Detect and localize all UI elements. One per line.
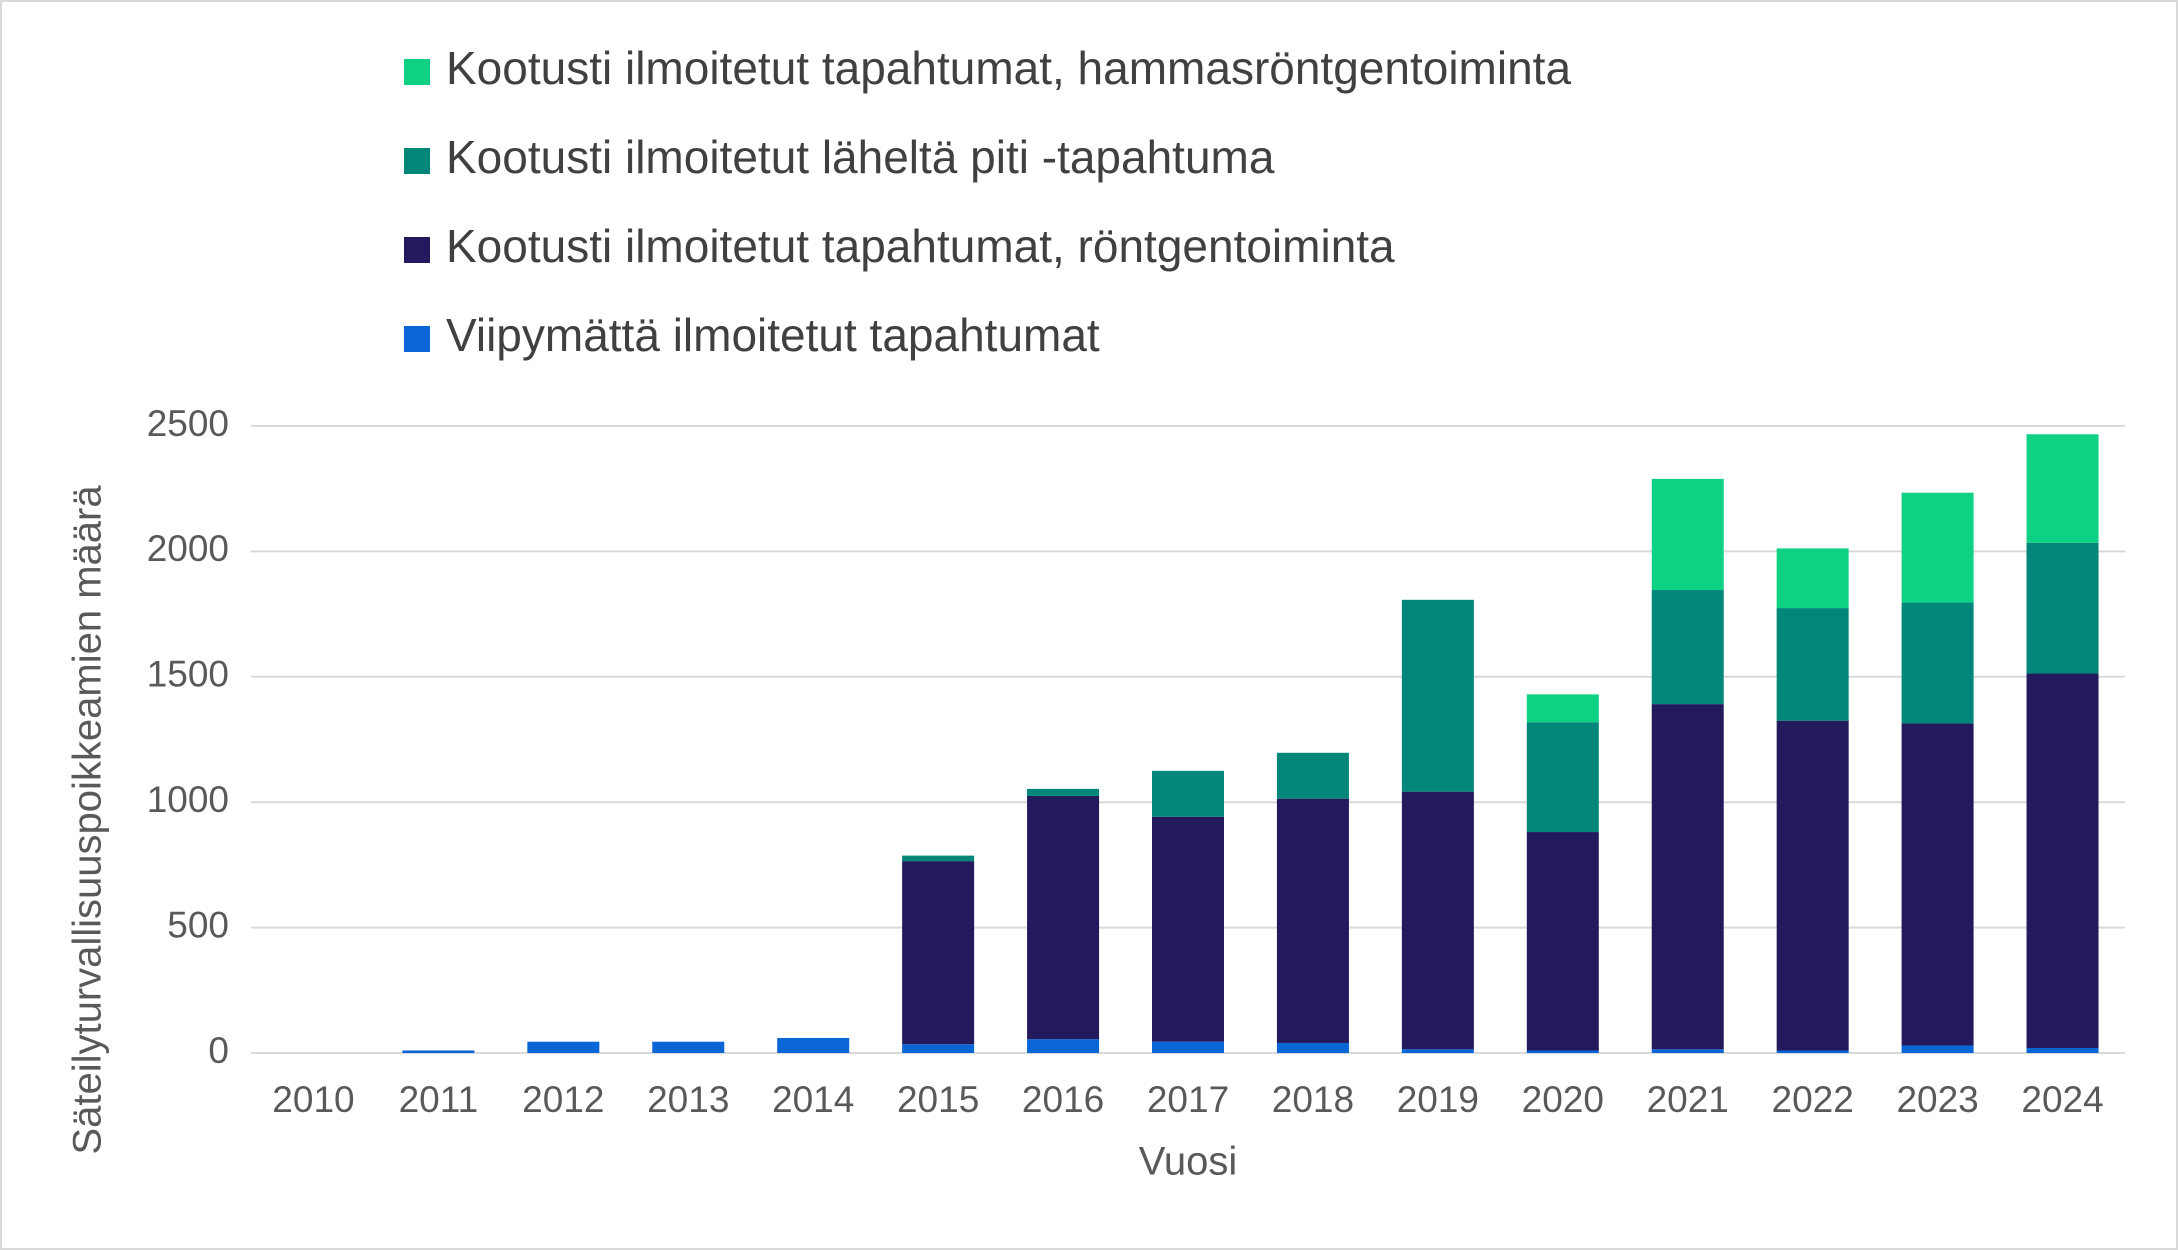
bar-segment (1401, 791, 1474, 1050)
bar-segment (527, 1041, 600, 1053)
bar-segment (1526, 722, 1599, 833)
x-tick-label: 2016 (1022, 1079, 1104, 1120)
bar-segment (1651, 478, 1724, 591)
legend-swatch (404, 59, 430, 85)
bar-segment (1526, 694, 1599, 723)
bar-segment (1027, 1039, 1100, 1053)
bar-segment (2026, 434, 2099, 543)
bar-segment (902, 1044, 975, 1053)
bar-segment (402, 1050, 475, 1053)
x-tick-label: 2012 (522, 1079, 604, 1120)
bar-segment (1276, 1042, 1349, 1053)
y-tick-label: 0 (208, 1030, 229, 1071)
x-axis-title: Vuosi (1139, 1140, 1238, 1184)
y-tick-label: 1000 (147, 779, 229, 820)
bar-segment (2026, 542, 2099, 674)
bar-segment (1152, 816, 1224, 1042)
bar-segment (1776, 608, 1849, 721)
bar-segment (1027, 788, 1100, 796)
bar-segment (1901, 1045, 1974, 1053)
x-tick-label: 2024 (2021, 1079, 2103, 1120)
legend-label: Kootusti ilmoitetut tapahtumat, hammasrö… (446, 42, 1571, 94)
y-axis-title: Säteilyturvallisuuspoikkeamien määrä (66, 485, 110, 1155)
legend-swatch (404, 326, 430, 352)
bar-segment (1651, 704, 1724, 1050)
y-tick-label: 2000 (147, 528, 229, 569)
x-tick-label: 2018 (1272, 1079, 1354, 1120)
legend-label: Viipymättä ilmoitetut tapahtumat (446, 309, 1100, 361)
bar-segment (1651, 1049, 1724, 1053)
bar-segment (1152, 1041, 1224, 1053)
bar-segment (1901, 492, 1974, 603)
bar-segment (1526, 832, 1599, 1051)
bar-segment (777, 1037, 850, 1053)
x-tick-label: 2022 (1772, 1079, 1854, 1120)
x-tick-label: 2017 (1147, 1079, 1229, 1120)
bar-segment (1276, 752, 1349, 799)
x-tick-label: 2011 (399, 1079, 479, 1120)
bar-segment (1776, 548, 1849, 609)
bar-segment (1276, 798, 1349, 1043)
x-tick-label: 2013 (647, 1079, 729, 1120)
bar-segment (1651, 590, 1724, 705)
bar-segment (1526, 1050, 1599, 1053)
legend-label: Kootusti ilmoitetut tapahtumat, röntgent… (446, 220, 1395, 272)
bar-segment (1152, 770, 1224, 817)
bar-segment (902, 855, 975, 862)
bar-segment (1401, 1049, 1474, 1053)
x-tick-label: 2020 (1522, 1079, 1604, 1120)
legend-label: Kootusti ilmoitetut läheltä piti -tapaht… (446, 131, 1275, 183)
bar-segment (1776, 1050, 1849, 1053)
legend-swatch (404, 237, 430, 263)
x-tick-label: 2023 (1896, 1079, 1978, 1120)
legend-swatch (404, 148, 430, 174)
x-tick-label: 2021 (1647, 1079, 1729, 1120)
bar-segment (652, 1041, 725, 1053)
x-tick-label: 2010 (272, 1079, 354, 1120)
y-tick-label: 1500 (147, 654, 229, 695)
bar-segment (1901, 723, 1974, 1046)
x-tick-label: 2019 (1397, 1079, 1479, 1120)
bar-segment (1901, 602, 1974, 724)
bar-segment (2026, 673, 2099, 1048)
bar-segment (1401, 599, 1474, 792)
y-tick-label: 2500 (147, 403, 229, 444)
y-tick-label: 500 (167, 904, 229, 945)
x-tick-label: 2015 (897, 1079, 979, 1120)
bar-segment (1776, 720, 1849, 1051)
bar-segment (1027, 795, 1100, 1040)
bar-segment (2026, 1047, 2099, 1053)
x-tick-label: 2014 (772, 1079, 854, 1120)
bar-segment (902, 861, 975, 1045)
